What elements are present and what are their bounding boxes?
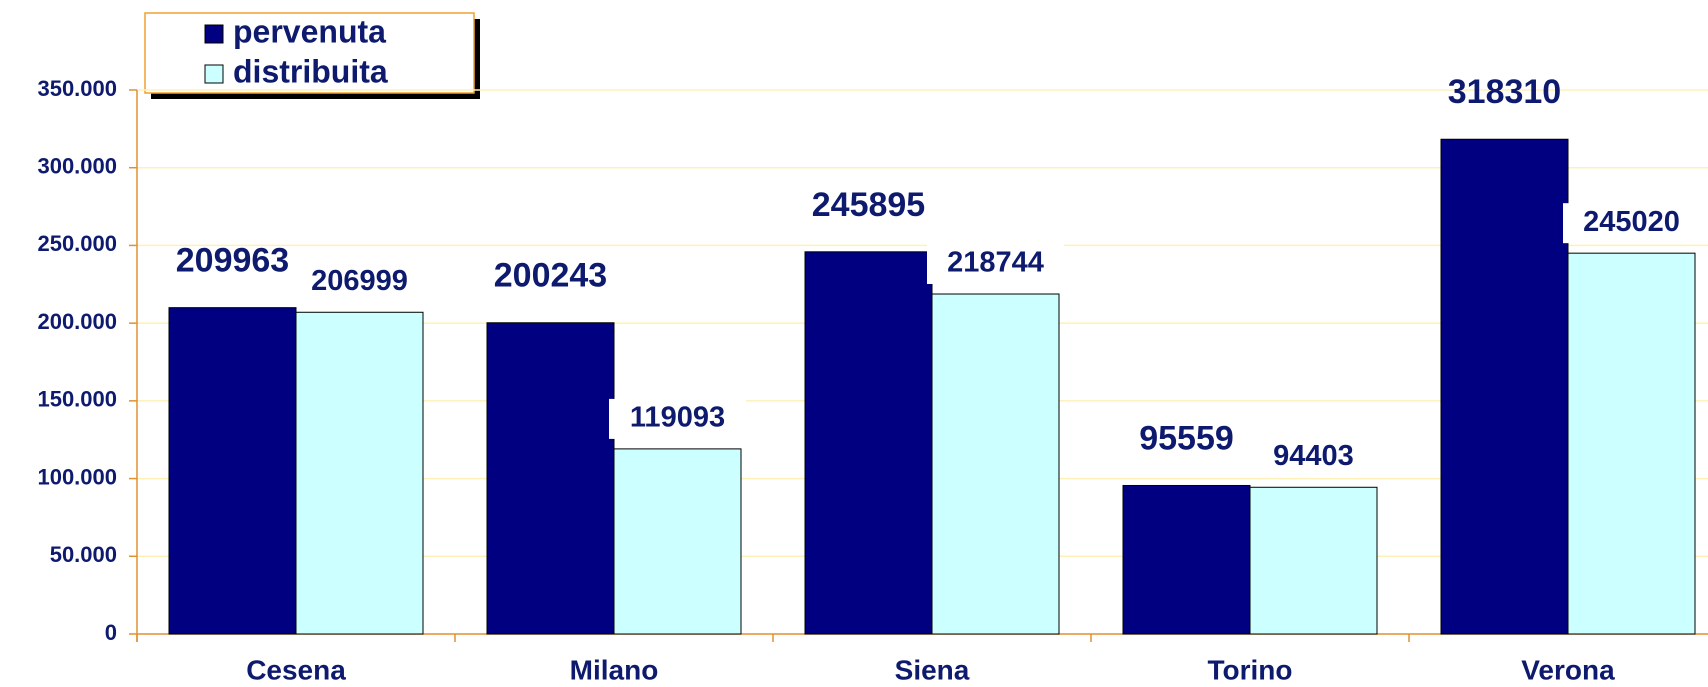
bar [1249, 486, 1378, 635]
value-label: 119093 [630, 402, 725, 434]
value-label-bg [609, 398, 746, 439]
x-tick-label: Verona [1521, 654, 1615, 685]
value-label: 218744 [947, 247, 1044, 279]
y-tick-label: 250.000 [37, 231, 117, 256]
bar [486, 322, 615, 635]
legend-label: distribuita [233, 53, 388, 89]
bar [613, 448, 742, 635]
y-tick-label: 300.000 [37, 154, 117, 179]
legend-swatch [204, 24, 224, 44]
bar [804, 251, 933, 635]
value-label: 206999 [311, 265, 408, 297]
bar [1440, 138, 1569, 635]
y-tick-label: 0 [105, 620, 117, 645]
value-label-bg [1245, 437, 1382, 478]
x-tick-label: Milano [570, 654, 659, 685]
bar [168, 307, 297, 635]
value-label-bg [1563, 203, 1700, 244]
bar [1122, 484, 1251, 635]
bar [295, 311, 424, 635]
value-label: 245895 [812, 186, 925, 224]
legend-label: pervenuta [233, 13, 386, 49]
value-label-bg [291, 262, 428, 303]
value-label-bg [927, 244, 1064, 285]
value-label: 245020 [1583, 206, 1680, 238]
value-label: 318310 [1448, 73, 1561, 111]
value-label: 94403 [1273, 440, 1354, 472]
y-tick-label: 100.000 [37, 464, 117, 489]
y-tick-label: 150.000 [37, 387, 117, 412]
y-tick-label: 350.000 [37, 76, 117, 101]
value-label: 95559 [1139, 419, 1234, 457]
legend [144, 12, 475, 94]
bar [931, 293, 1060, 635]
y-tick-label: 200.000 [37, 309, 117, 334]
value-label: 209963 [176, 242, 289, 280]
x-tick-label: Torino [1207, 654, 1292, 685]
value-label: 200243 [494, 257, 607, 295]
bar [1567, 252, 1696, 635]
x-tick-label: Cesena [246, 654, 346, 685]
legend-swatch [204, 64, 224, 84]
y-tick-label: 50.000 [50, 542, 117, 567]
x-tick-label: Siena [895, 654, 970, 685]
